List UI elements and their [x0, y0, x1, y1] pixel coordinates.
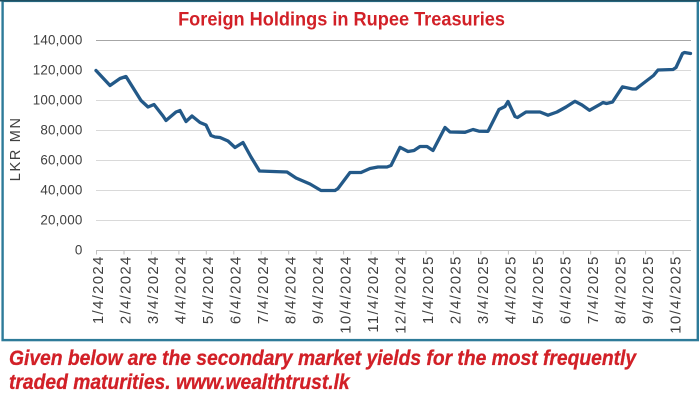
- svg-text:9/4/2024: 9/4/2024: [310, 255, 327, 324]
- svg-text:140,000: 140,000: [33, 32, 83, 47]
- svg-text:80,000: 80,000: [40, 122, 82, 137]
- svg-text:8/4/2025: 8/4/2025: [613, 255, 630, 324]
- svg-text:20,000: 20,000: [40, 212, 82, 227]
- svg-text:4/4/2024: 4/4/2024: [173, 255, 190, 324]
- svg-text:11/4/2024: 11/4/2024: [365, 255, 382, 332]
- svg-text:9/4/2025: 9/4/2025: [640, 255, 657, 324]
- svg-text:60,000: 60,000: [40, 152, 82, 167]
- svg-text:1/4/2024: 1/4/2024: [90, 255, 107, 324]
- svg-text:LKR MN: LKR MN: [8, 116, 24, 181]
- svg-text:8/4/2024: 8/4/2024: [283, 255, 300, 324]
- svg-text:120,000: 120,000: [33, 62, 83, 77]
- svg-text:3/4/2025: 3/4/2025: [475, 255, 492, 324]
- svg-text:10/4/2025: 10/4/2025: [668, 255, 685, 333]
- svg-text:5/4/2024: 5/4/2024: [200, 255, 217, 324]
- svg-text:4/4/2025: 4/4/2025: [503, 255, 520, 324]
- svg-text:10/4/2024: 10/4/2024: [338, 255, 355, 333]
- svg-text:100,000: 100,000: [33, 92, 83, 107]
- svg-text:Foreign Holdings in Rupee Trea: Foreign Holdings in Rupee Treasuries: [178, 8, 505, 29]
- svg-text:5/4/2025: 5/4/2025: [530, 255, 547, 324]
- svg-text:0: 0: [75, 242, 83, 257]
- svg-text:6/4/2024: 6/4/2024: [228, 255, 245, 324]
- svg-text:1/4/2025: 1/4/2025: [420, 255, 437, 324]
- svg-text:2/4/2024: 2/4/2024: [118, 255, 135, 324]
- svg-text:6/4/2025: 6/4/2025: [558, 255, 575, 324]
- svg-text:40,000: 40,000: [40, 182, 82, 197]
- svg-text:12/4/2024: 12/4/2024: [393, 255, 410, 333]
- svg-text:2/4/2025: 2/4/2025: [448, 255, 465, 324]
- svg-text:3/4/2024: 3/4/2024: [145, 255, 162, 324]
- svg-text:7/4/2025: 7/4/2025: [585, 255, 602, 324]
- svg-text:7/4/2024: 7/4/2024: [255, 255, 272, 324]
